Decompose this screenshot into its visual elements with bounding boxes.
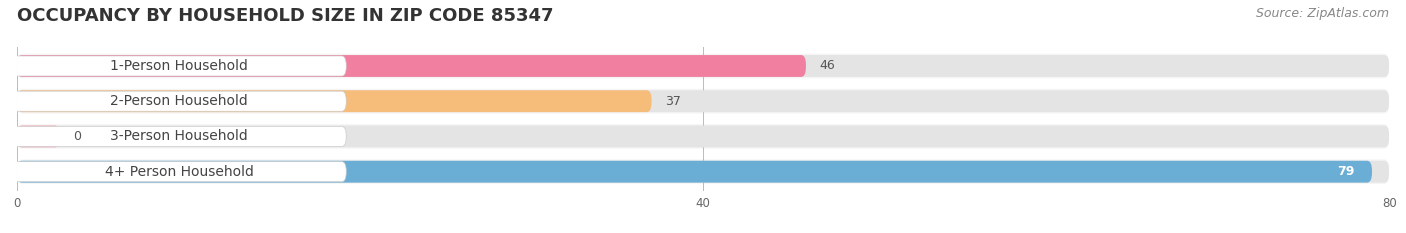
FancyBboxPatch shape — [11, 162, 346, 182]
Text: 3-Person Household: 3-Person Household — [110, 130, 247, 144]
Text: 2-Person Household: 2-Person Household — [110, 94, 247, 108]
Text: OCCUPANCY BY HOUSEHOLD SIZE IN ZIP CODE 85347: OCCUPANCY BY HOUSEHOLD SIZE IN ZIP CODE … — [17, 7, 554, 25]
FancyBboxPatch shape — [17, 161, 1389, 183]
FancyBboxPatch shape — [17, 161, 1372, 183]
Text: Source: ZipAtlas.com: Source: ZipAtlas.com — [1256, 7, 1389, 20]
FancyBboxPatch shape — [17, 124, 1389, 149]
FancyBboxPatch shape — [17, 54, 1389, 78]
Text: 4+ Person Household: 4+ Person Household — [104, 165, 253, 179]
FancyBboxPatch shape — [11, 56, 346, 76]
FancyBboxPatch shape — [17, 126, 1389, 147]
Text: 1-Person Household: 1-Person Household — [110, 59, 247, 73]
Text: 79: 79 — [1337, 165, 1355, 178]
Text: 0: 0 — [73, 130, 82, 143]
FancyBboxPatch shape — [17, 55, 806, 77]
FancyBboxPatch shape — [17, 159, 1389, 184]
Text: 37: 37 — [665, 95, 681, 108]
FancyBboxPatch shape — [17, 90, 1389, 112]
FancyBboxPatch shape — [11, 91, 346, 111]
FancyBboxPatch shape — [17, 89, 1389, 113]
FancyBboxPatch shape — [17, 55, 1389, 77]
FancyBboxPatch shape — [17, 126, 59, 147]
FancyBboxPatch shape — [17, 90, 651, 112]
FancyBboxPatch shape — [11, 127, 346, 147]
Text: 46: 46 — [820, 59, 835, 72]
